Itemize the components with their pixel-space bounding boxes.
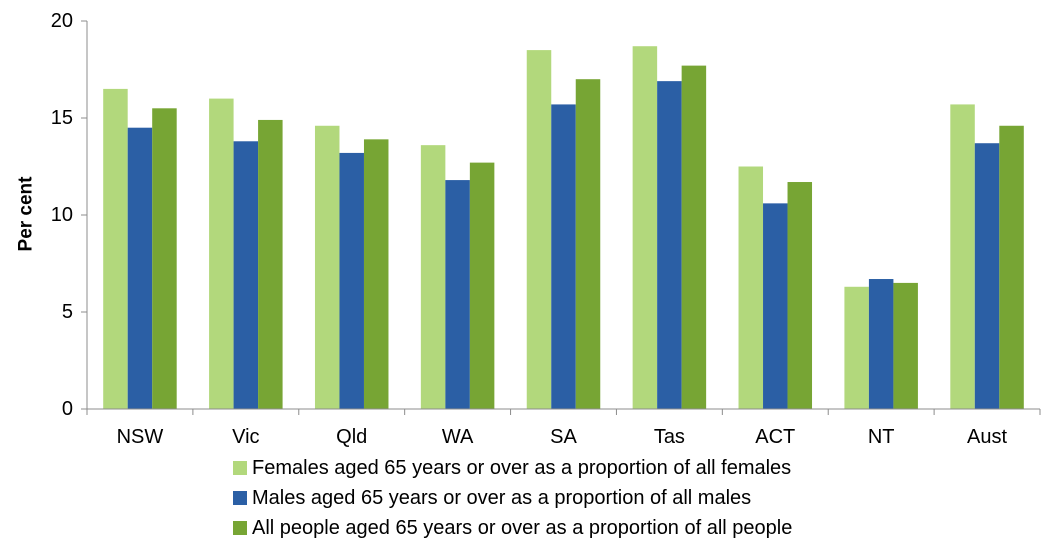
bar-sa-series-1 [526,50,552,409]
x-tick-label-wa: WA [442,426,474,448]
bar-aust-series-1 [950,104,975,410]
bar-wa-series-3 [469,162,495,409]
bar-nsw-series-1 [103,88,128,410]
y-axis-title: Per cent [16,176,37,252]
bars [103,46,1024,410]
bar-tas-series-3 [681,65,707,410]
bar-qld-series-3 [363,139,389,409]
x-tick-label-vic: Vic [232,426,259,448]
legend-label-3: All people aged 65 years or over as a pr… [252,517,792,539]
bar-act-series-3 [787,182,813,409]
legend-label-2: Males aged 65 years or over as a proport… [252,487,751,509]
y-axis-title-group: Per cent [16,176,37,252]
bar-sa-series-2 [551,104,576,410]
legend-label-1: Females aged 65 years or over as a propo… [252,457,791,479]
bar-vic-series-2 [233,141,259,409]
legend-swatch-1 [233,461,247,475]
x-tick-label-qld: Qld [336,426,367,448]
y-tick-label: 5 [62,301,73,323]
x-tick-label-act: ACT [755,426,795,448]
y-tick-label: 10 [51,204,73,226]
bar-nt-series-1 [844,286,869,409]
bar-nsw-series-2 [127,127,153,409]
bar-wa-series-1 [420,145,446,409]
y-axis-ticks: 0 5 10 15 20 [51,10,87,420]
x-tick-label-nt: NT [868,426,895,448]
bar-nt-series-3 [893,282,918,409]
x-tick-label-sa: SA [550,426,577,448]
bar-act-series-1 [738,166,764,409]
y-tick-label: 15 [51,107,73,129]
bar-qld-series-2 [339,152,364,410]
bar-tas-series-1 [632,46,658,409]
bar-nsw-series-3 [152,108,177,410]
bar-aust-series-3 [999,125,1024,409]
bar-aust-series-2 [974,143,1000,409]
bar-qld-series-1 [314,125,340,409]
bar-act-series-2 [763,203,788,409]
x-axis-ticks: NSW Vic Qld WA SA Tas ACT NT Aust [86,409,1041,448]
bar-tas-series-2 [657,81,682,409]
legend-swatch-3 [233,521,247,535]
x-tick-label-nsw: NSW [117,426,164,448]
y-tick-label: 0 [62,398,73,420]
x-tick-label-tas: Tas [654,426,685,448]
bar-vic-series-3 [258,119,283,409]
bar-wa-series-2 [445,180,470,409]
bar-sa-series-3 [575,79,601,409]
bar-vic-series-1 [209,98,234,409]
legend-swatch-2 [233,491,247,505]
bar-nt-series-2 [868,279,894,409]
axes-lines [86,21,1040,410]
x-tick-label-aust: Aust [967,426,1007,448]
legend: Females aged 65 years or over as a propo… [233,457,792,539]
y-tick-label: 20 [51,10,73,32]
